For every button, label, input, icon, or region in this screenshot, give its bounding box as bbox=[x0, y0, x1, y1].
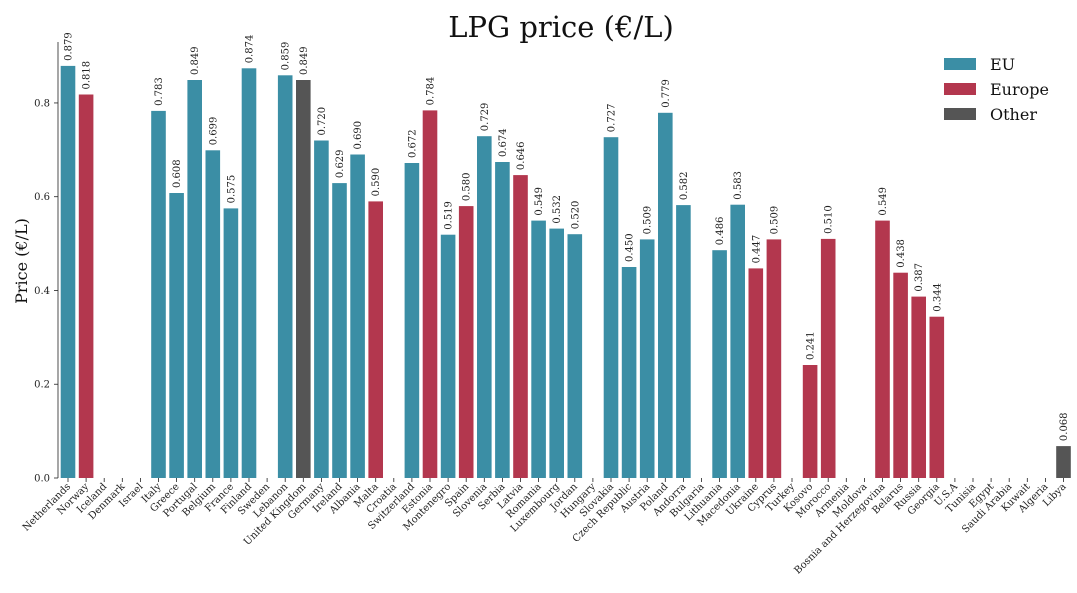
data-label: 0.575 bbox=[226, 175, 237, 204]
data-label: 0.879 bbox=[64, 32, 75, 61]
data-labels-group: 0.879 0.818 0.783 0.608 0.849 0.699 0.575 0.874… bbox=[64, 32, 1071, 441]
data-label: 0.590 bbox=[371, 168, 382, 197]
bar-andorra bbox=[676, 205, 691, 478]
bar-ireland bbox=[332, 183, 347, 478]
data-label: 0.510 bbox=[824, 205, 835, 234]
bar-lebanon bbox=[277, 75, 293, 479]
data-label: 0.509 bbox=[643, 206, 654, 235]
y-tick-label: 0.6 bbox=[34, 192, 50, 203]
data-label: 0.068 bbox=[1059, 412, 1070, 441]
y-axis: 0.0 0.2 0.4 0.6 0.8 bbox=[34, 42, 59, 485]
bar-france bbox=[223, 208, 239, 478]
data-label: 0.608 bbox=[172, 159, 183, 188]
bar-norway bbox=[78, 94, 94, 478]
chart-title: LPG price (€/L) bbox=[448, 10, 674, 44]
data-label: 0.580 bbox=[462, 172, 473, 201]
data-label: 0.520 bbox=[570, 201, 581, 230]
y-tick-label: 0.4 bbox=[34, 286, 50, 297]
x-tick-labels-group: NetherlandsNorwayIcelandDenmarkIsraelIta… bbox=[21, 478, 1069, 576]
bar-finland bbox=[241, 68, 257, 479]
bar-spain bbox=[458, 206, 474, 478]
bar-slovenia bbox=[477, 136, 492, 478]
bar-greece bbox=[169, 193, 184, 478]
bar-belgium bbox=[205, 150, 221, 479]
legend-label-eu: EU bbox=[990, 55, 1015, 74]
bar-latvia bbox=[513, 175, 528, 478]
data-label: 0.720 bbox=[317, 107, 328, 136]
bar-belarus bbox=[893, 272, 908, 478]
data-label: 0.582 bbox=[679, 171, 690, 200]
data-label: 0.818 bbox=[82, 61, 93, 90]
bar-malta bbox=[368, 201, 383, 478]
data-label: 0.849 bbox=[299, 46, 310, 75]
data-label: 0.519 bbox=[444, 201, 455, 230]
data-label: 0.629 bbox=[335, 149, 346, 178]
bar-macedonia bbox=[730, 204, 745, 478]
bar-italy bbox=[151, 110, 166, 479]
data-label: 0.532 bbox=[552, 195, 563, 224]
data-label: 0.849 bbox=[190, 46, 201, 75]
bar-libya bbox=[1056, 446, 1071, 478]
bars-group bbox=[60, 65, 1071, 479]
bar-germany bbox=[314, 140, 329, 478]
y-tick-label: 0.2 bbox=[34, 380, 50, 391]
bar-montenegro bbox=[440, 234, 456, 478]
bar-russia bbox=[911, 296, 926, 478]
data-label: 0.859 bbox=[281, 42, 292, 71]
data-label: 0.583 bbox=[733, 171, 744, 200]
data-label: 0.241 bbox=[806, 331, 817, 360]
data-label: 0.727 bbox=[607, 104, 618, 133]
data-label: 0.450 bbox=[625, 233, 636, 262]
bar-lithuania bbox=[712, 250, 727, 478]
bar-austria bbox=[639, 239, 655, 478]
legend-swatch-europe bbox=[944, 83, 976, 95]
data-label: 0.674 bbox=[498, 128, 509, 157]
bar-ukraine bbox=[748, 268, 764, 478]
data-label: 0.549 bbox=[534, 187, 545, 216]
bar-georgia bbox=[929, 316, 945, 478]
bar-slovakia bbox=[603, 137, 619, 478]
bar-jordan bbox=[567, 234, 583, 478]
data-label: 0.447 bbox=[751, 235, 762, 264]
data-label: 0.438 bbox=[896, 239, 907, 268]
bar-bosnia-and-herzegovina bbox=[875, 220, 890, 478]
bar-netherlands bbox=[60, 65, 76, 479]
bar-portugal bbox=[187, 80, 202, 478]
bar-romania bbox=[531, 220, 546, 478]
data-label: 0.387 bbox=[914, 263, 925, 292]
y-axis-label: Price (€/L) bbox=[12, 218, 31, 304]
y-tick-label: 0.8 bbox=[34, 98, 50, 109]
legend: EU Europe Other bbox=[944, 55, 1049, 124]
bar-cyprus bbox=[766, 239, 782, 478]
bar-luxembourg bbox=[549, 228, 564, 478]
data-label: 0.486 bbox=[715, 217, 726, 246]
legend-label-other: Other bbox=[990, 105, 1037, 124]
legend-label-europe: Europe bbox=[990, 80, 1049, 99]
bar-kosovo bbox=[802, 365, 818, 478]
data-label: 0.509 bbox=[769, 206, 780, 235]
bar-switzerland bbox=[404, 163, 420, 478]
legend-swatch-other bbox=[944, 108, 976, 120]
data-label: 0.784 bbox=[426, 77, 437, 106]
data-label: 0.779 bbox=[661, 79, 672, 108]
bar-czech-republic bbox=[621, 267, 637, 478]
bar-poland bbox=[658, 112, 673, 479]
data-label: 0.874 bbox=[245, 35, 256, 64]
y-tick-label: 0.0 bbox=[34, 474, 50, 485]
bar-morocco bbox=[820, 238, 836, 478]
data-label: 0.646 bbox=[516, 141, 527, 170]
data-label: 0.672 bbox=[407, 129, 418, 158]
data-label: 0.729 bbox=[480, 103, 491, 132]
data-label: 0.699 bbox=[208, 117, 219, 146]
data-label: 0.549 bbox=[878, 187, 889, 216]
data-label: 0.783 bbox=[154, 77, 165, 106]
bar-serbia bbox=[495, 162, 510, 478]
bar-estonia bbox=[422, 110, 438, 479]
legend-swatch-eu bbox=[944, 58, 976, 70]
data-label: 0.690 bbox=[353, 121, 364, 150]
bar-albania bbox=[350, 154, 365, 478]
data-label: 0.344 bbox=[932, 283, 943, 312]
bar-united-kingdom bbox=[296, 80, 311, 478]
